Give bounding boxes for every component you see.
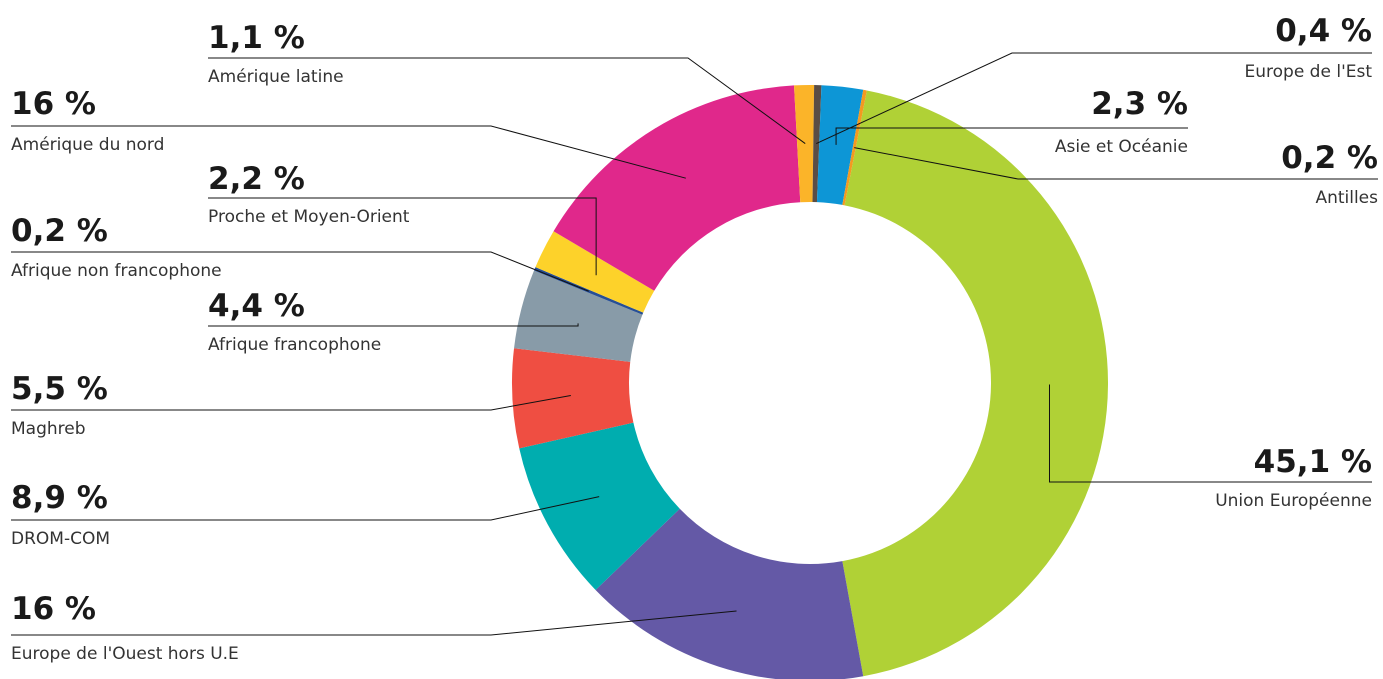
slice-percent-label: 4,4 % bbox=[208, 288, 305, 324]
slice-europe-de-l-ouest-hors-u-e bbox=[595, 508, 864, 679]
slice-percent-label: 2,3 % bbox=[1091, 86, 1188, 122]
slice-percent-label: 0,2 % bbox=[11, 213, 108, 249]
slice-category-label: Afrique non francophone bbox=[11, 261, 222, 281]
slice-percent-label: 0,4 % bbox=[1275, 13, 1372, 49]
leader-line bbox=[835, 127, 1188, 145]
leader-line bbox=[208, 323, 579, 327]
leader-line bbox=[11, 610, 737, 636]
slice-category-label: Proche et Moyen-Orient bbox=[208, 207, 410, 227]
slice-afrique-francophone bbox=[514, 270, 643, 362]
slice-category-label: Maghreb bbox=[11, 419, 86, 439]
slice-category-label: Amérique du nord bbox=[11, 135, 164, 155]
leader-line bbox=[1048, 384, 1372, 483]
slice-category-label: Union Européenne bbox=[1215, 491, 1372, 511]
slice-percent-label: 16 % bbox=[11, 86, 96, 122]
slice-percent-label: 2,2 % bbox=[208, 161, 305, 197]
donut-labels: 45,1 % Union Européenne 16 % Europe de l'Ou… bbox=[11, 13, 1378, 664]
leader-line bbox=[11, 251, 589, 292]
slice-category-label: Amérique latine bbox=[208, 67, 344, 87]
slice-category-label: Europe de l'Est bbox=[1245, 62, 1373, 82]
slice-maghreb bbox=[512, 348, 634, 449]
leader-line bbox=[816, 52, 1372, 145]
leader-line bbox=[11, 394, 571, 411]
slice-drom-com bbox=[519, 422, 680, 590]
slice-category-label: Afrique francophone bbox=[208, 335, 381, 355]
slice-category-label: Asie et Océanie bbox=[1055, 137, 1188, 157]
slice-union-europ-enne bbox=[842, 90, 1108, 677]
slice-category-label: Europe de l'Ouest hors U.E bbox=[11, 644, 239, 664]
leader-line bbox=[11, 496, 600, 521]
leader-line bbox=[11, 125, 686, 179]
slice-percent-label: 16 % bbox=[11, 591, 96, 627]
slice-category-label: DROM-COM bbox=[11, 529, 110, 549]
donut-slices bbox=[512, 84, 1108, 679]
slice-asie-et-oc-anie bbox=[816, 85, 864, 205]
leader-line bbox=[208, 57, 806, 144]
slice-percent-label: 8,9 % bbox=[11, 480, 108, 516]
slice-percent-label: 45,1 % bbox=[1254, 444, 1372, 480]
slice-am-rique-du-nord bbox=[553, 85, 801, 291]
leader-line bbox=[854, 147, 1378, 180]
slice-am-rique-latine bbox=[794, 84, 815, 203]
slice-category-label: Antilles bbox=[1315, 188, 1378, 208]
slice-proche-et-moyen-orient bbox=[535, 231, 655, 313]
slice-percent-label: 0,2 % bbox=[1281, 140, 1378, 176]
slice-percent-label: 1,1 % bbox=[208, 20, 305, 56]
leader-line bbox=[208, 197, 597, 276]
slice-percent-label: 5,5 % bbox=[11, 371, 108, 407]
